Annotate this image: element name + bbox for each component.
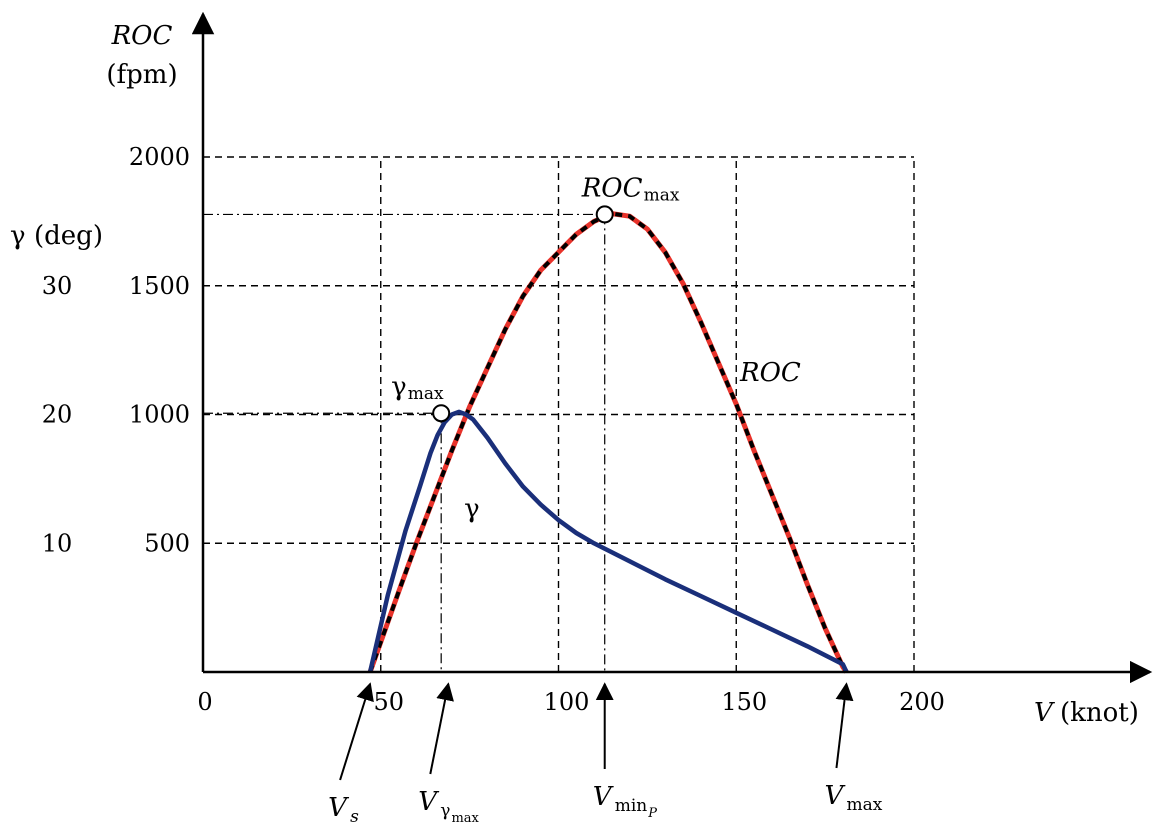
x-axis-unit: (knot) xyxy=(1060,698,1139,728)
velocity-subsubscript: max xyxy=(451,811,479,826)
y2-tick-label: 10 xyxy=(42,529,73,557)
y-tick-label: 1000 xyxy=(129,401,190,429)
y2-tick-label: 20 xyxy=(42,401,73,429)
x-tick-label: 150 xyxy=(721,688,767,716)
y-axis-label: ROC xyxy=(111,21,173,51)
roc-curve-dash xyxy=(368,211,849,674)
y2-axis-unit: (deg) xyxy=(34,221,103,251)
x-tick-label: 200 xyxy=(899,688,945,716)
velocity-arrow xyxy=(339,682,374,781)
x-tick-label: 0 xyxy=(197,688,212,716)
velocity-subscript: max xyxy=(846,795,882,815)
velocity-label: V xyxy=(824,781,845,811)
gamma-curve xyxy=(367,409,849,673)
annotation-subscript: max xyxy=(408,384,444,404)
gamma-curve-label: γ xyxy=(464,494,480,524)
velocity-subscript: s xyxy=(350,807,359,827)
velocity-arrow xyxy=(835,682,854,769)
velocity-label: V xyxy=(328,793,349,823)
roc-max-label: ROC xyxy=(581,173,643,203)
annotation-subscript: max xyxy=(644,185,680,205)
velocity-subsubscript: P xyxy=(647,806,657,821)
tick-labels: 0 50 100 150 200 500 1000 1500 2000 10 20 30 xyxy=(42,143,945,716)
velocity-arrow xyxy=(429,682,454,775)
x-axis-label: V (knot) xyxy=(1034,698,1139,728)
y-tick-label: 2000 xyxy=(129,143,190,171)
reference-lines xyxy=(203,213,606,672)
grid-lines xyxy=(203,156,915,672)
velocity-label: V xyxy=(593,782,614,812)
x-tick-label: 100 xyxy=(544,688,590,716)
y2-axis-label: γ (deg) xyxy=(10,221,103,251)
gamma-max-marker xyxy=(432,404,451,423)
roc-max-marker xyxy=(595,205,614,224)
velocity-subscript: min xyxy=(615,796,648,816)
velocity-label: V xyxy=(418,787,439,817)
y-axis-unit: (fpm) xyxy=(106,60,177,90)
x-axis-var: V xyxy=(1034,698,1055,728)
x-tick-label: 50 xyxy=(373,688,404,716)
data-curves xyxy=(367,211,849,674)
velocity-subscript: γ xyxy=(440,801,450,821)
y2-axis-symbol: γ xyxy=(10,221,26,251)
roc-curve-label: ROC xyxy=(739,358,801,388)
y2-tick-label: 30 xyxy=(42,272,73,300)
y-tick-label: 1500 xyxy=(129,272,190,300)
gamma-max-label: γ xyxy=(391,372,407,402)
y-tick-label: 500 xyxy=(144,529,190,557)
